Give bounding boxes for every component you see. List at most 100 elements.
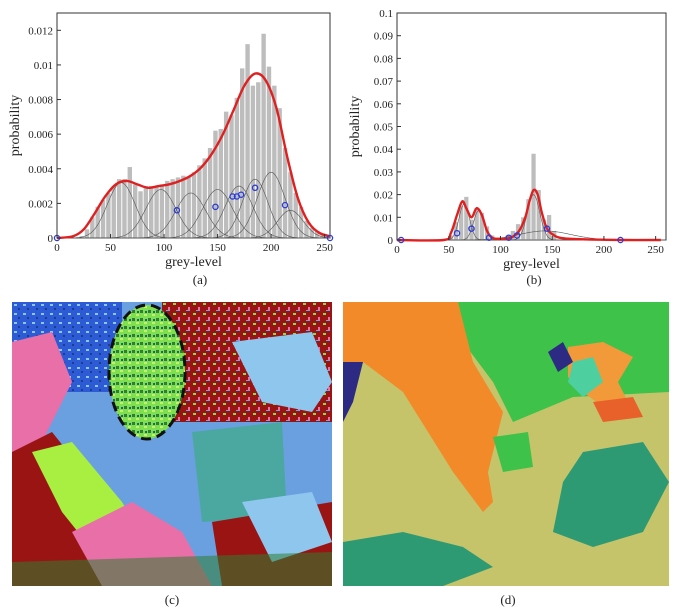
chart-b-bar: [484, 226, 490, 240]
chart-b-ytick-label: 0.07: [374, 76, 394, 88]
chart-a-marker: [229, 193, 236, 200]
chart-a-bar: [277, 108, 282, 238]
chart-b-ytick-label: 0.06: [374, 99, 394, 111]
chart-a-marker: [212, 203, 219, 211]
chart-a-bar: [272, 85, 277, 238]
chart-b-ylabel: probability: [348, 96, 363, 157]
chart-b-xtick-label: 250: [647, 244, 664, 256]
chart-a-xtick-label: 50: [105, 242, 117, 254]
segmented-image-c: [12, 302, 332, 586]
chart-a-bar: [240, 68, 245, 238]
chart-b-component-curve: [397, 230, 666, 241]
chart-b-bar: [453, 221, 459, 240]
chart-b-bar: [510, 230, 515, 240]
chart-a-ytick-label: 0.002: [28, 198, 53, 210]
chart-a-bar: [245, 44, 250, 239]
chart-a-bar: [223, 111, 229, 238]
chart-b-bar: [536, 190, 541, 240]
chart-a-bar: [138, 191, 143, 238]
chart-a-ytick-label: 0: [48, 233, 54, 245]
chart-b-plot: 0 50 100 150 200 250 0 0.01 0.02 0.03 0.04 0.05 0.06…: [348, 8, 667, 272]
chart-b-bar: [531, 153, 536, 240]
chart-a-bar: [95, 206, 100, 238]
chart-a-component-curve: [57, 182, 330, 239]
chart-a-bar: [207, 148, 213, 238]
chart-b-bar: [505, 235, 510, 240]
chart-b-bar: [515, 224, 521, 240]
chart-a-bar: [122, 179, 127, 238]
chart-a-marker: [237, 191, 245, 198]
chart-a-bar: [159, 184, 165, 238]
chart-a-bar: [304, 220, 309, 238]
chart-a-xtick-label: 150: [209, 242, 226, 254]
chart-b-marker: [397, 236, 405, 244]
chart-a-bar: [234, 97, 240, 238]
chart-a-bar: [132, 184, 138, 238]
chart-a-bar: [100, 199, 106, 238]
chart-a-bar: [175, 177, 181, 238]
chart-b-bar: [541, 219, 547, 240]
chart-b-bar: [546, 215, 552, 240]
highlight-ellipse: [107, 303, 187, 441]
chart-b-bar: [448, 235, 453, 240]
chart-b-xtick-label: 150: [544, 244, 561, 256]
chart-b-ytick-label: 0.05: [374, 122, 394, 134]
chart-a-plot: 0 50 100 150 200 250 0 0.002 0.004 0.006 0.008 0.01…: [8, 12, 334, 270]
chart-b-bar: [464, 196, 469, 240]
chart-a-marker: [173, 207, 181, 214]
chart-b-bar: [526, 199, 531, 240]
chart-a-bar: [111, 186, 116, 238]
chart-b-bar: [490, 235, 495, 240]
chart-b-marker: [468, 225, 475, 232]
chart-b-mixture-curve: [396, 188, 661, 242]
chart-b-frame: [396, 12, 667, 241]
chart-b-component-curve: [397, 210, 666, 241]
chart-a-ytick-label: 0.006: [28, 129, 53, 141]
chart-a-bar: [213, 130, 218, 238]
chart-a-bar: [197, 165, 202, 238]
chart-a-bar: [325, 236, 331, 238]
chart-b-xtick-label: 50: [443, 244, 455, 256]
chart-a-frame: [56, 12, 331, 239]
chart-a-bar: [170, 179, 175, 238]
chart-b-bar: [500, 237, 505, 240]
chart-a-mixture-curve: [56, 72, 331, 240]
chart-b-marker: [513, 232, 521, 239]
chart-b-ytick-label: 0.04: [374, 144, 394, 156]
chart-a-component-curve: [57, 185, 330, 239]
chart-a-ytick-label: 0.004: [28, 164, 53, 176]
chart-a-ytick-label: 0.01: [34, 60, 53, 72]
chart-b-marker: [485, 234, 493, 241]
chart-b-xtick-label: 200: [596, 244, 613, 256]
caption-d: (d): [500, 592, 516, 607]
chart-b-xtick-label: 0: [394, 244, 400, 256]
chart-b-bar: [495, 237, 500, 240]
chart-a-bar: [320, 234, 325, 238]
chart-a-bar: [218, 128, 223, 238]
chart-a-bar: [116, 179, 122, 238]
chart-a-bar: [154, 186, 159, 238]
chart-a-bar: [84, 229, 90, 238]
chart-b-ytick-label: 0.1: [379, 8, 393, 20]
chart-a-xtick-label: 0: [54, 242, 60, 254]
chart-b-component-curve: [397, 203, 666, 241]
chart-a-bar: [149, 186, 154, 238]
chart-a-bar: [191, 172, 197, 238]
chart-b-bar: [479, 212, 484, 240]
chart-a-bar: [266, 66, 272, 239]
chart-a-bar: [261, 33, 266, 239]
caption-a: (a): [192, 272, 208, 287]
chart-b-component-curve: [397, 194, 666, 241]
chart-b-bar: [459, 205, 464, 240]
chart-a-bar: [181, 175, 186, 238]
chart-a-component-curve: [57, 189, 330, 239]
chart-a-bar: [229, 115, 234, 238]
chart-b-ytick-label: 0.09: [374, 31, 394, 43]
chart-a-bar: [250, 85, 256, 238]
chart-a-component-curve: [57, 189, 330, 239]
chart-b-xtick-label: 100: [492, 244, 509, 256]
chart-a-marker: [326, 234, 334, 242]
chart-b-ytick-label: 0.01: [374, 212, 393, 224]
chart-b-ytick-label: 0.02: [374, 190, 393, 202]
chart-a-bar: [165, 180, 170, 238]
